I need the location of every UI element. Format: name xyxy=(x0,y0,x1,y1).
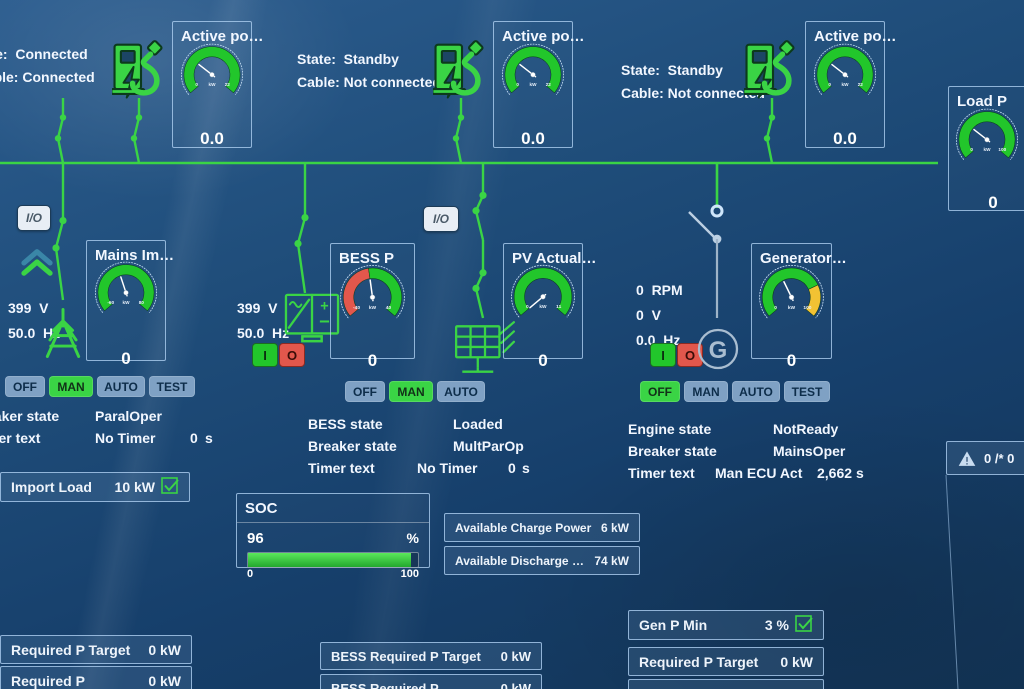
svg-text:100: 100 xyxy=(998,147,1006,152)
svg-text:0: 0 xyxy=(774,305,777,311)
svg-text:0: 0 xyxy=(828,82,831,87)
svg-text:kW: kW xyxy=(841,82,849,87)
svg-text:22: 22 xyxy=(858,82,864,87)
svg-text:kW: kW xyxy=(788,305,796,311)
svg-text:kW: kW xyxy=(539,304,547,310)
svg-text:0: 0 xyxy=(970,147,973,152)
svg-text:kW: kW xyxy=(122,300,130,305)
svg-text:0: 0 xyxy=(195,82,198,87)
svg-text:80: 80 xyxy=(139,300,145,305)
svg-text:G: G xyxy=(709,337,728,364)
svg-text:kW: kW xyxy=(529,82,537,87)
svg-text:kW: kW xyxy=(208,82,216,87)
svg-text:0: 0 xyxy=(526,304,529,310)
svg-text:40: 40 xyxy=(386,305,392,311)
svg-text:22: 22 xyxy=(225,82,231,87)
svg-text:-40: -40 xyxy=(353,305,360,311)
svg-text:kW: kW xyxy=(369,305,377,311)
svg-text:kW: kW xyxy=(983,147,991,152)
svg-text:0: 0 xyxy=(516,82,519,87)
svg-text:−: − xyxy=(319,311,330,332)
svg-text:11: 11 xyxy=(556,304,561,310)
svg-text:100: 100 xyxy=(803,305,811,311)
svg-text:-60: -60 xyxy=(107,300,114,305)
svg-text:22: 22 xyxy=(546,82,552,87)
